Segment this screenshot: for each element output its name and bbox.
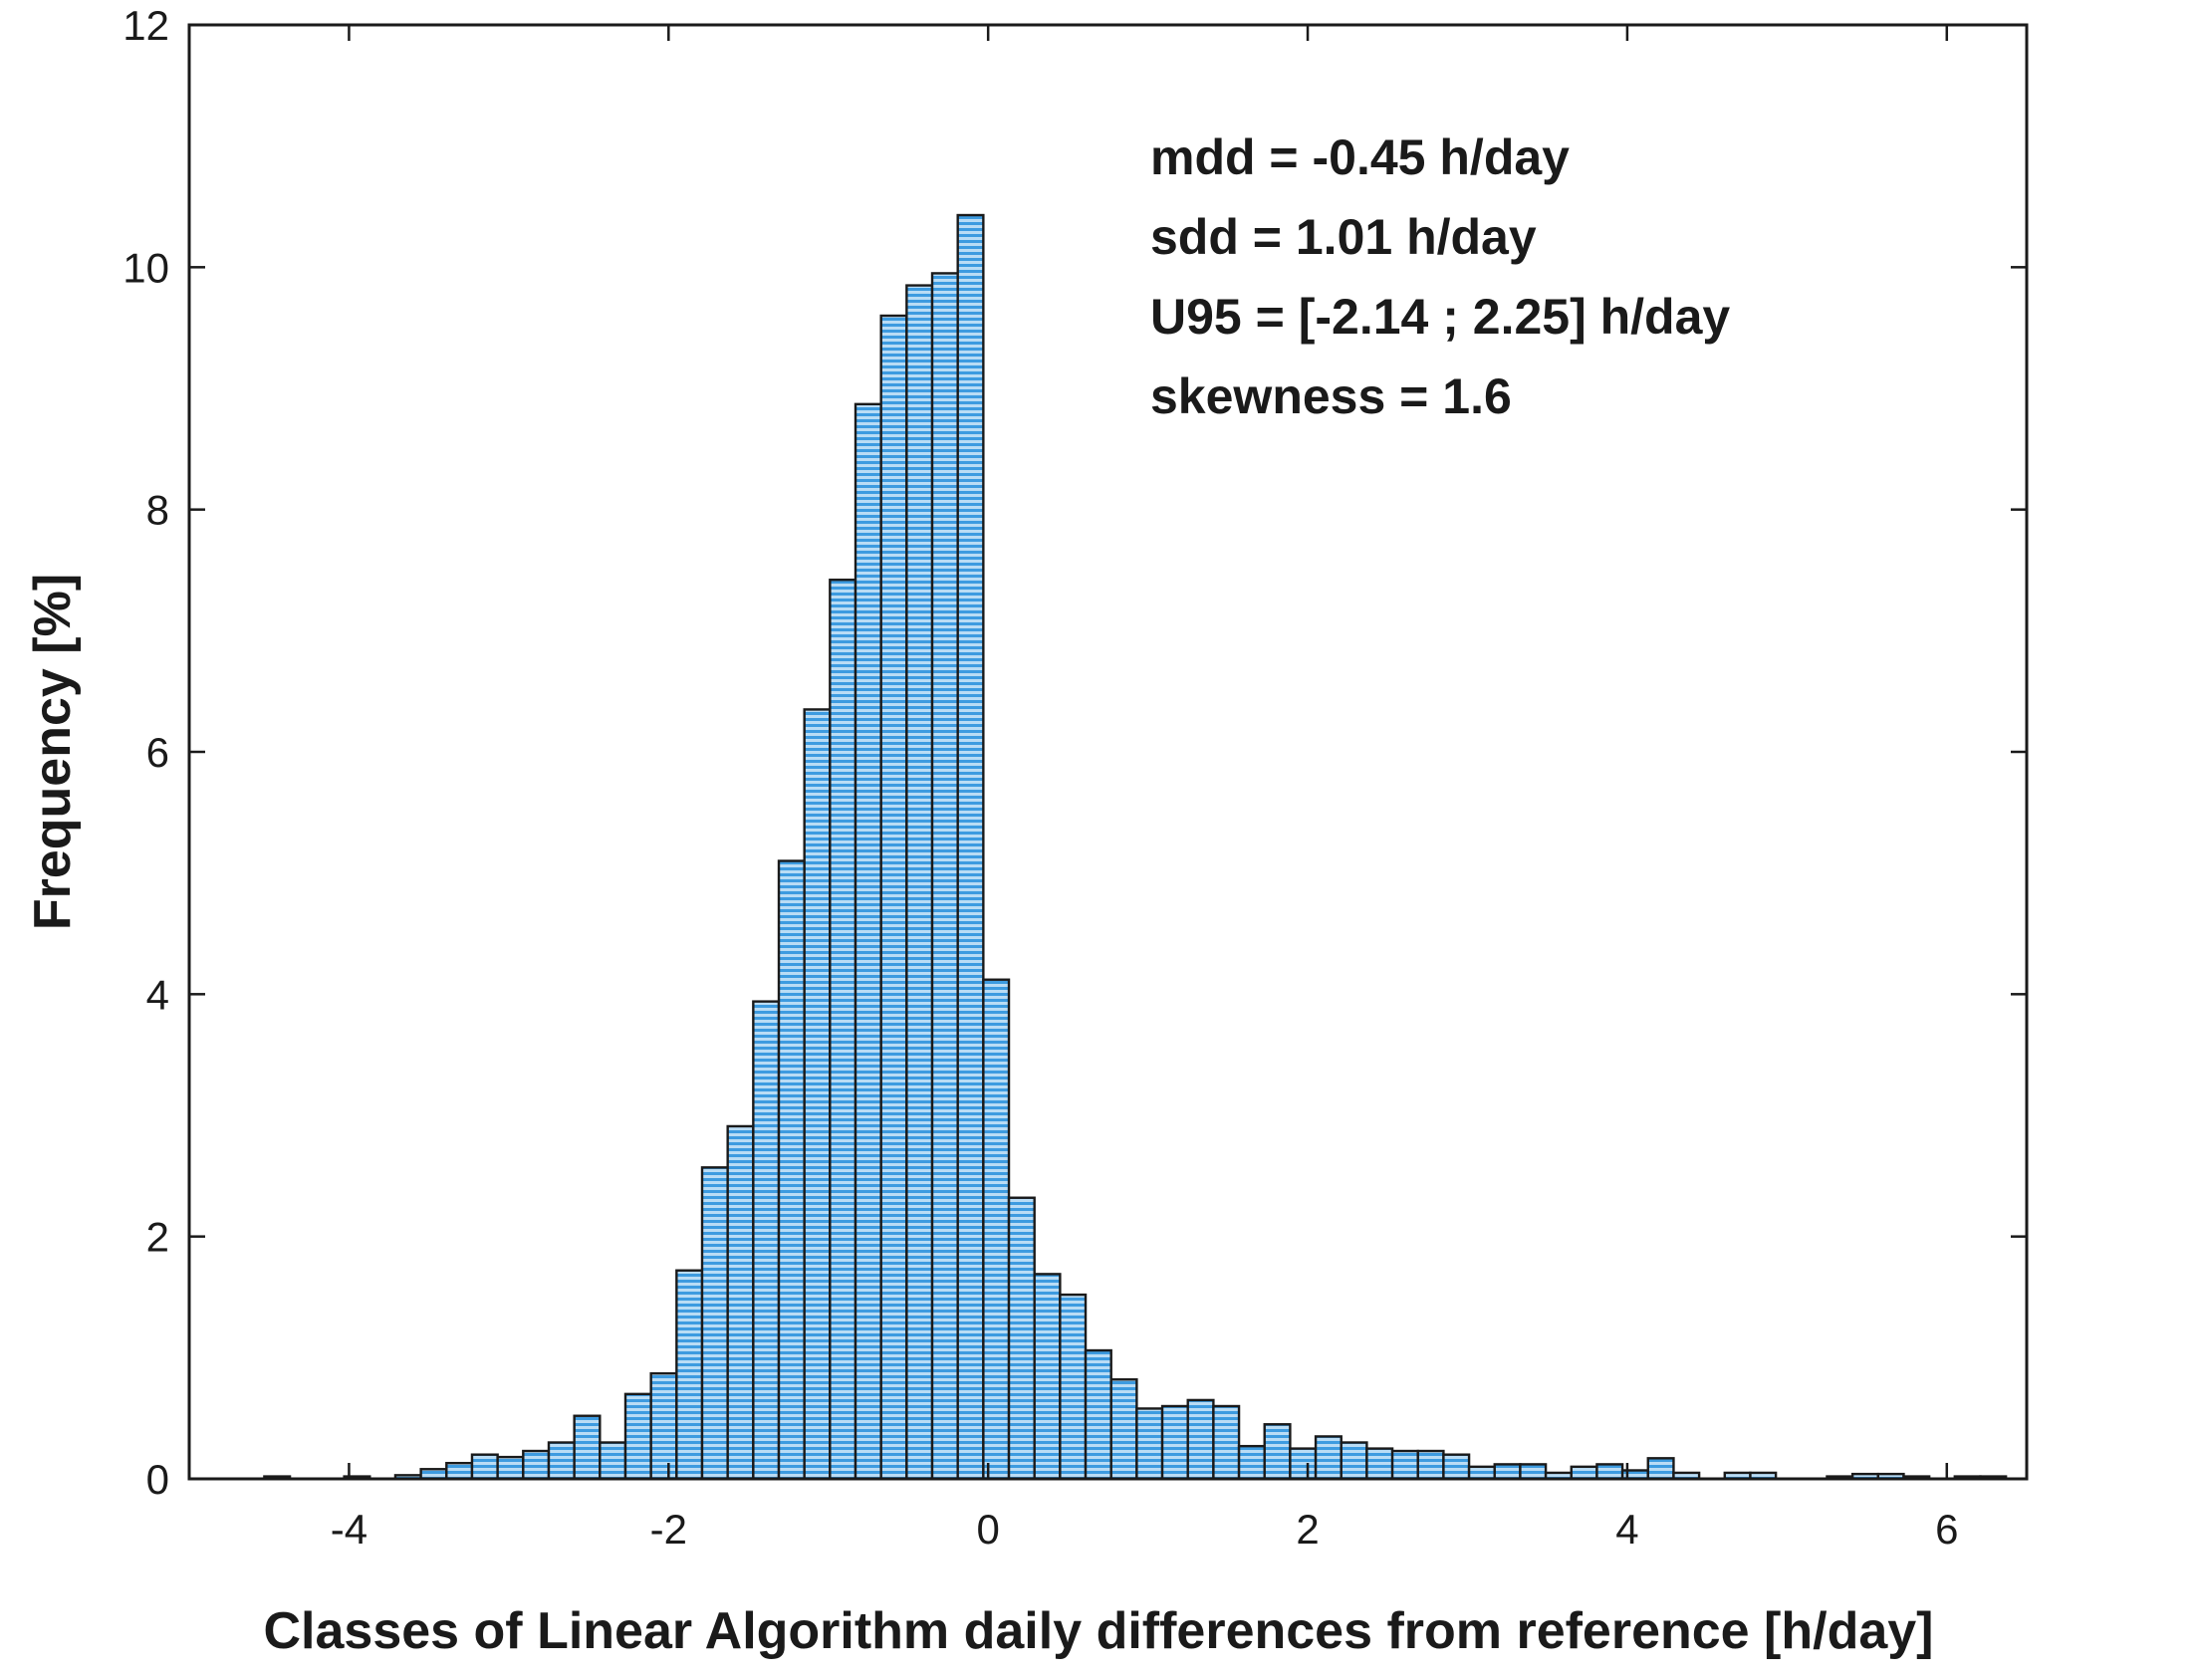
x-tick-label-0: -4: [331, 1506, 367, 1553]
histogram-bar-15: [726, 1124, 755, 1481]
histogram-bar-14: [700, 1166, 729, 1481]
histogram-bar-24: [956, 213, 985, 1481]
histogram-bar-19: [829, 579, 857, 1481]
histogram-bar-21: [879, 314, 908, 1481]
histogram-bar-6: [496, 1455, 525, 1481]
annotation-skewness: skewness = 1.6: [1150, 368, 1512, 424]
histogram-bar-13: [675, 1269, 704, 1481]
histogram-bar-28: [1059, 1293, 1088, 1481]
histogram-bar-34: [1212, 1404, 1241, 1481]
histogram-bar-27: [1033, 1273, 1062, 1481]
x-tick-label-1: -2: [650, 1506, 687, 1553]
histogram-bar-23: [930, 272, 959, 1481]
histogram-bar-43: [1442, 1453, 1471, 1481]
x-axis-title: Classes of Linear Algorithm daily differ…: [264, 1602, 1934, 1660]
histogram-bar-30: [1109, 1378, 1138, 1481]
annotation-mdd: mdd = -0.45 h/day: [1150, 129, 1570, 185]
histogram-bar-12: [649, 1371, 678, 1481]
histogram-bar-45: [1493, 1463, 1522, 1481]
histogram-bar-48: [1570, 1465, 1598, 1481]
y-tick-label-5: 10: [122, 244, 169, 291]
y-tick-label-3: 6: [146, 729, 169, 776]
histogram-bar-26: [1007, 1196, 1036, 1481]
x-tick-label-5: 6: [1935, 1506, 1958, 1553]
histogram-bar-9: [573, 1414, 602, 1481]
histogram-bar-38: [1314, 1435, 1343, 1481]
histogram-bar-29: [1084, 1348, 1112, 1481]
histogram-bar-49: [1595, 1463, 1624, 1481]
x-tick-label-3: 2: [1296, 1506, 1319, 1553]
histogram-bars: [263, 213, 2008, 1481]
histogram-bar-42: [1416, 1449, 1445, 1481]
histogram-bar-22: [905, 284, 934, 1481]
annotation-sdd: sdd = 1.01 h/day: [1150, 209, 1537, 265]
histogram-bar-20: [854, 402, 882, 1481]
histogram-bar-18: [803, 708, 832, 1481]
histogram-bar-11: [623, 1392, 652, 1481]
histogram-bar-5: [470, 1453, 499, 1481]
histogram-bar-35: [1237, 1444, 1266, 1481]
annotation-u95: U95 = [-2.14 ; 2.25] h/day: [1150, 289, 1730, 345]
x-tick-label-2: 0: [976, 1506, 999, 1553]
histogram-bar-40: [1365, 1447, 1394, 1481]
y-axis-title: Frequency [%]: [24, 574, 82, 930]
histogram-bar-46: [1519, 1463, 1548, 1481]
y-tick-label-2: 4: [146, 971, 169, 1018]
histogram-bar-37: [1289, 1447, 1318, 1481]
histogram-bar-17: [777, 859, 806, 1481]
x-tick-label-4: 4: [1615, 1506, 1638, 1553]
histogram-bar-4: [445, 1461, 474, 1481]
histogram-bar-44: [1467, 1465, 1496, 1481]
histogram-bar-25: [982, 978, 1011, 1481]
histogram-bar-41: [1390, 1449, 1419, 1481]
histogram-bar-39: [1340, 1441, 1368, 1481]
histogram-bar-32: [1160, 1404, 1189, 1481]
histogram-bar-7: [522, 1449, 551, 1481]
histogram-bar-36: [1263, 1423, 1292, 1481]
plot-area-frame: [187, 23, 2029, 1481]
y-tick-label-4: 8: [146, 487, 169, 534]
histogram-bar-10: [599, 1441, 627, 1481]
y-tick-label-6: 12: [122, 2, 169, 49]
y-tick-label-0: 0: [146, 1456, 169, 1503]
statistics-annotations: mdd = -0.45 h/day sdd = 1.01 h/day U95 =…: [1150, 129, 1730, 424]
histogram-bar-33: [1186, 1398, 1215, 1481]
histogram-bar-16: [752, 1000, 781, 1481]
histogram-bar-31: [1135, 1407, 1164, 1481]
histogram-bar-51: [1646, 1457, 1675, 1481]
histogram-bar-8: [547, 1441, 576, 1481]
y-tick-label-1: 2: [146, 1214, 169, 1261]
